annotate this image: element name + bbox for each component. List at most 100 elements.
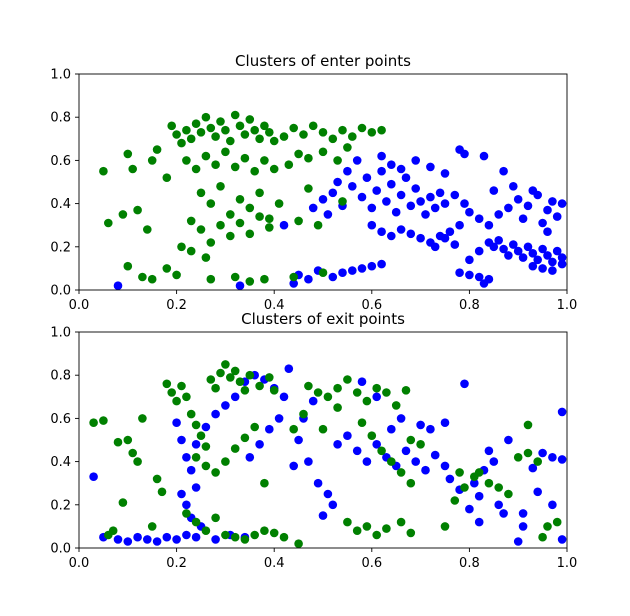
data-point [426,192,435,202]
data-point [538,244,547,254]
data-point [186,134,196,144]
data-point [348,132,357,141]
data-point [206,199,216,208]
data-point [206,123,216,133]
data-point [211,160,220,169]
data-point [235,195,245,204]
data-point [182,453,191,462]
data-point [294,149,303,159]
data-point [352,526,362,535]
data-point [143,225,152,234]
data-point [191,420,201,430]
data-point [557,455,567,464]
data-point [343,375,352,384]
data-point [318,147,328,157]
data-point [304,153,313,163]
data-point [416,233,425,243]
data-point [499,244,508,254]
data-point [265,424,274,434]
data-point [308,121,318,131]
data-point [333,156,342,165]
axes-frame [78,331,568,549]
data-point [338,125,347,135]
data-point [406,478,416,488]
data-point [157,487,167,497]
data-point [548,257,557,267]
x-tick-label: 0.2 [166,298,187,313]
data-point [474,272,484,282]
data-point [377,166,386,176]
data-point [128,448,137,458]
data-point [265,373,274,382]
data-point [484,220,494,230]
data-point [182,500,191,510]
data-point [513,537,523,546]
data-point [406,435,416,445]
data-point [162,379,172,389]
data-point [294,539,303,548]
data-point [372,440,382,449]
data-point [465,255,474,265]
data-point [260,526,269,535]
data-point [201,151,211,161]
y-tick-label: 1.0 [50,326,71,341]
data-point [557,535,567,544]
data-point [533,457,542,466]
data-point [186,409,196,419]
data-point [133,205,142,215]
data-point [430,450,440,460]
data-point [152,145,162,154]
data-point [460,379,469,389]
data-point [191,532,201,542]
data-point [421,210,430,219]
data-point [523,420,533,430]
data-point [235,377,245,387]
data-point [274,414,284,423]
data-point [221,125,230,135]
data-point [518,253,528,262]
data-point [396,517,406,527]
data-point [494,210,504,219]
y-tick-label: 0.2 [50,240,71,255]
data-point [513,246,523,256]
data-point [504,203,513,213]
data-point [455,468,464,477]
data-point [333,403,342,412]
data-point [250,530,259,540]
y-tick-label: 0.4 [50,197,71,212]
data-point [226,210,235,219]
data-point [123,149,133,159]
x-tick-label: 0.0 [69,298,90,313]
data-point [421,465,430,475]
data-point [240,130,250,139]
data-point [435,188,445,198]
data-point [147,274,157,284]
data-point [245,453,255,462]
data-point [182,156,191,165]
data-point [377,259,386,269]
data-point [367,128,377,137]
data-point [318,511,328,520]
y-tick-label: 0.8 [50,111,71,126]
data-point [528,261,538,271]
data-point [123,435,133,445]
data-point [230,162,240,172]
data-point [474,214,484,223]
data-point [177,242,186,252]
data-point [430,203,440,213]
data-point [509,240,518,249]
data-point [289,424,299,434]
x-tick-label: 0.2 [166,556,187,571]
data-point [382,524,391,533]
data-point [143,535,152,544]
data-point [221,530,230,540]
data-point [230,444,240,453]
x-tick-label: 0.0 [69,556,90,571]
data-point [396,225,406,234]
data-point [191,119,201,128]
data-point [147,522,157,531]
data-point [499,166,508,176]
data-point [367,220,377,230]
data-point [357,123,367,133]
